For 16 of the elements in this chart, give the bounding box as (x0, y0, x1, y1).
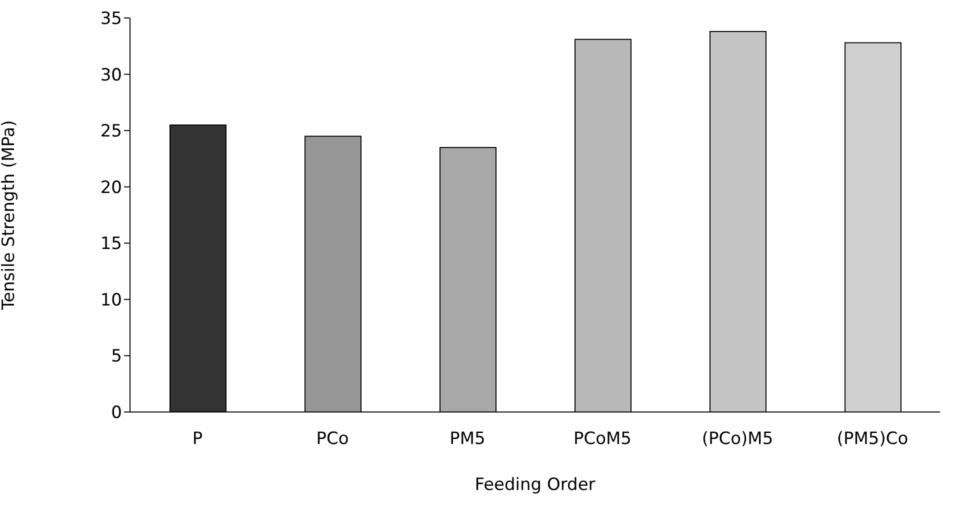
x-tick-label: PCo (316, 429, 349, 450)
x-axis-title: Feeding Order (474, 475, 596, 495)
x-tick-label: (PM5)Co (836, 429, 908, 450)
y-tick-label: 5 (111, 346, 122, 367)
y-tick-label: 0 (111, 403, 122, 424)
x-tick-label: PCoM5 (573, 429, 632, 450)
y-tick-label: 35 (100, 9, 122, 30)
y-tick-label: 15 (100, 234, 122, 254)
x-tick-label: PM5 (450, 429, 486, 450)
y-tick-label: 20 (100, 178, 122, 198)
x-tick-label: P (192, 429, 203, 450)
y-tick-label: 25 (100, 122, 122, 142)
x-tick-label: (PCo)M5 (702, 429, 774, 450)
y-tick-label: 10 (100, 290, 122, 310)
y-tick-label: 30 (100, 65, 122, 86)
y-axis-title: Tensile Strength (MPa) (0, 120, 20, 311)
